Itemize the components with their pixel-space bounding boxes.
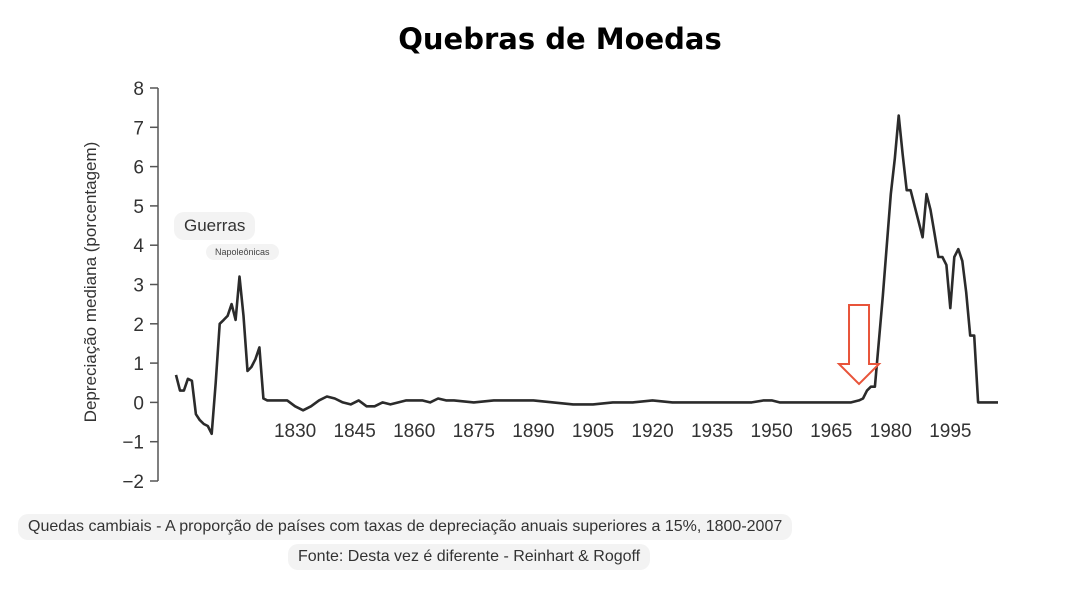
y-tick-label: 4 xyxy=(133,236,144,257)
x-tick-label: 1845 xyxy=(334,421,376,442)
y-tick-label: −1 xyxy=(122,433,144,454)
y-tick-labels: 8 7 6 5 4 3 2 1 0 −1 −2 xyxy=(122,79,144,493)
x-tick-label: 1965 xyxy=(810,421,852,442)
y-tick-label: 8 xyxy=(133,79,144,100)
x-tick-label: 1890 xyxy=(512,421,554,442)
x-tick-label: 1995 xyxy=(929,421,971,442)
y-tick-label: 6 xyxy=(133,158,144,179)
x-tick-label: 1875 xyxy=(453,421,495,442)
x-tick-label: 1860 xyxy=(393,421,435,442)
x-tick-labels: 1830 1845 1860 1875 1890 1905 1920 1935 1950 1965… xyxy=(274,421,971,442)
x-tick-label: 1905 xyxy=(572,421,614,442)
annotation-arrow xyxy=(836,304,882,386)
annotation-wars: Guerras xyxy=(174,212,256,240)
x-tick-label: 1830 xyxy=(274,421,316,442)
down-arrow-icon xyxy=(836,304,882,386)
y-axis-label: Depreciação mediana (porcentagem) xyxy=(81,142,100,423)
y-tick-label: 0 xyxy=(133,393,144,414)
y-tick-label: 3 xyxy=(133,276,144,297)
y-tick-label: 5 xyxy=(133,197,144,218)
x-tick-label: 1950 xyxy=(751,421,793,442)
x-tick-label: 1920 xyxy=(631,421,673,442)
series-line xyxy=(174,114,998,436)
annotation-wars-sub: Napoleônicas xyxy=(206,244,279,260)
y-axis xyxy=(150,87,159,482)
chart-title: Quebras de Moedas xyxy=(398,22,722,56)
caption-source: Fonte: Desta vez é diferente - Reinhart … xyxy=(288,544,651,570)
y-tick-label: −2 xyxy=(122,472,144,493)
x-tick-label: 1935 xyxy=(691,421,733,442)
y-tick-label: 2 xyxy=(133,315,144,336)
x-tick-label: 1980 xyxy=(870,421,912,442)
series-group xyxy=(174,114,998,436)
y-tick-label: 7 xyxy=(133,118,144,139)
caption-description: Quedas cambiais - A proporção de países … xyxy=(18,514,793,540)
y-tick-label: 1 xyxy=(133,354,144,375)
